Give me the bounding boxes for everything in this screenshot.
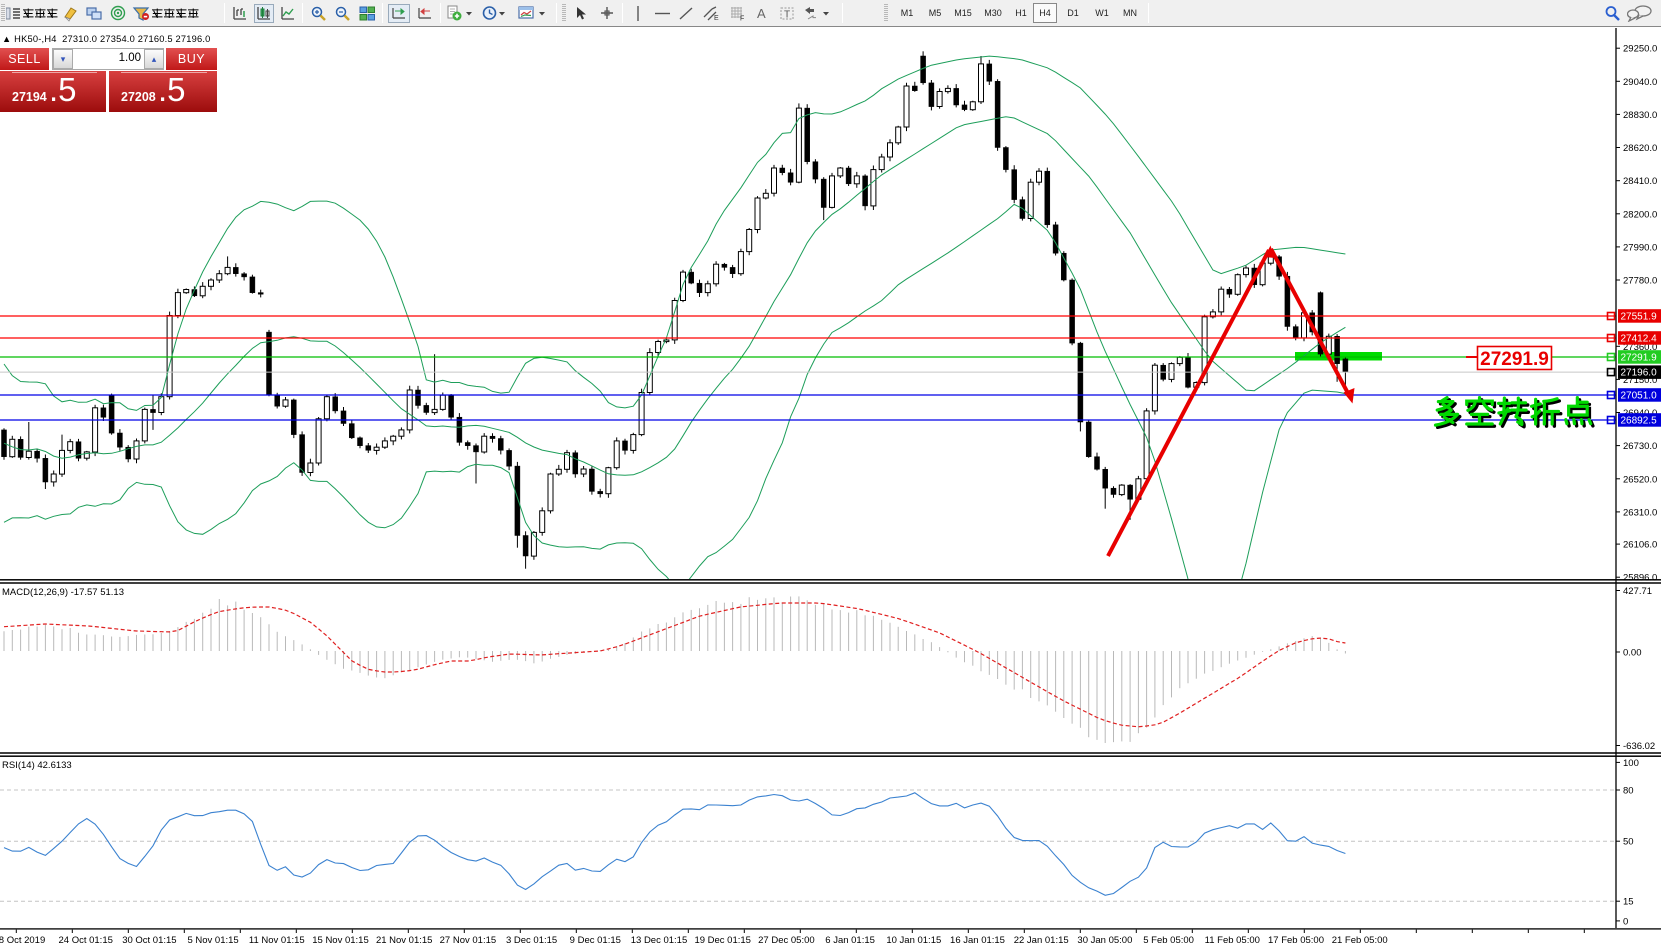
svg-text:T: T [784, 10, 790, 21]
svg-text:24 Oct 01:15: 24 Oct 01:15 [58, 935, 112, 946]
svg-text:22 Jan 01:15: 22 Jan 01:15 [1014, 935, 1069, 946]
svg-text:0: 0 [1623, 916, 1628, 927]
svg-text:27291.9: 27291.9 [1621, 353, 1658, 364]
svg-text:17 Feb 05:00: 17 Feb 05:00 [1268, 935, 1324, 946]
svg-text:27360.0: 27360.0 [1623, 342, 1657, 353]
svg-text:9 Dec 01:15: 9 Dec 01:15 [570, 935, 621, 946]
svg-text:26892.5: 26892.5 [1621, 416, 1658, 427]
svg-text:A: A [757, 6, 766, 21]
svg-text:21 Nov 01:15: 21 Nov 01:15 [376, 935, 433, 946]
svg-text:15: 15 [1623, 897, 1634, 908]
svg-text:27051.0: 27051.0 [1621, 391, 1658, 402]
svg-text:F: F [740, 16, 744, 23]
svg-text:27291.9: 27291.9 [1480, 349, 1549, 370]
svg-text:26520.0: 26520.0 [1623, 474, 1657, 485]
svg-text:80: 80 [1623, 786, 1634, 797]
svg-text:15 Nov 01:15: 15 Nov 01:15 [312, 935, 369, 946]
svg-text:30 Jan 05:00: 30 Jan 05:00 [1077, 935, 1132, 946]
svg-text:11 Feb 05:00: 11 Feb 05:00 [1205, 935, 1260, 946]
svg-text:28830.0: 28830.0 [1623, 110, 1657, 121]
svg-text:27150.0: 27150.0 [1623, 375, 1657, 386]
svg-text:E: E [714, 15, 719, 22]
svg-text:-636.02: -636.02 [1623, 741, 1655, 752]
svg-text:6 Jan 01:15: 6 Jan 01:15 [825, 935, 875, 946]
svg-text:26730.0: 26730.0 [1623, 441, 1657, 452]
svg-text:11 Nov 01:15: 11 Nov 01:15 [249, 935, 305, 946]
svg-text:0.00: 0.00 [1623, 648, 1642, 659]
svg-text:25896.0: 25896.0 [1623, 573, 1657, 584]
svg-text:50: 50 [1623, 837, 1634, 848]
svg-text:27551.9: 27551.9 [1621, 312, 1658, 323]
svg-text:5 Feb 05:00: 5 Feb 05:00 [1143, 935, 1194, 946]
svg-text:MACD(12,26,9) -17.57 51.13: MACD(12,26,9) -17.57 51.13 [2, 587, 124, 598]
svg-text:427.71: 427.71 [1623, 586, 1652, 597]
svg-text:29250.0: 29250.0 [1623, 44, 1657, 55]
svg-text:29040.0: 29040.0 [1623, 77, 1657, 88]
svg-text:27 Nov 01:15: 27 Nov 01:15 [440, 935, 497, 946]
svg-text:26310.0: 26310.0 [1623, 507, 1657, 518]
svg-text:30 Oct 01:15: 30 Oct 01:15 [122, 935, 176, 946]
svg-text:13 Dec 01:15: 13 Dec 01:15 [631, 935, 688, 946]
svg-text:27990.0: 27990.0 [1623, 242, 1657, 253]
svg-text:27780.0: 27780.0 [1623, 276, 1657, 287]
svg-text:5 Nov 01:15: 5 Nov 01:15 [187, 935, 238, 946]
svg-text:16 Jan 01:15: 16 Jan 01:15 [950, 935, 1005, 946]
svg-text:8 Oct 2019: 8 Oct 2019 [0, 935, 45, 946]
svg-text:28200.0: 28200.0 [1623, 209, 1657, 220]
svg-text:26106.0: 26106.0 [1623, 540, 1657, 551]
svg-text:27 Dec 05:00: 27 Dec 05:00 [758, 935, 815, 946]
svg-text:28410.0: 28410.0 [1623, 176, 1657, 187]
svg-text:19 Dec 01:15: 19 Dec 01:15 [694, 935, 751, 946]
svg-text:3 Dec 01:15: 3 Dec 01:15 [506, 935, 557, 946]
svg-text:27412.4: 27412.4 [1621, 334, 1658, 345]
svg-text:21 Feb 05:00: 21 Feb 05:00 [1332, 935, 1388, 946]
svg-text:10 Jan 01:15: 10 Jan 01:15 [886, 935, 941, 946]
svg-text:27196.0: 27196.0 [1621, 368, 1658, 379]
svg-text:RSI(14) 42.6133: RSI(14) 42.6133 [2, 760, 72, 771]
svg-text:28620.0: 28620.0 [1623, 143, 1657, 154]
svg-text:100: 100 [1623, 758, 1639, 769]
